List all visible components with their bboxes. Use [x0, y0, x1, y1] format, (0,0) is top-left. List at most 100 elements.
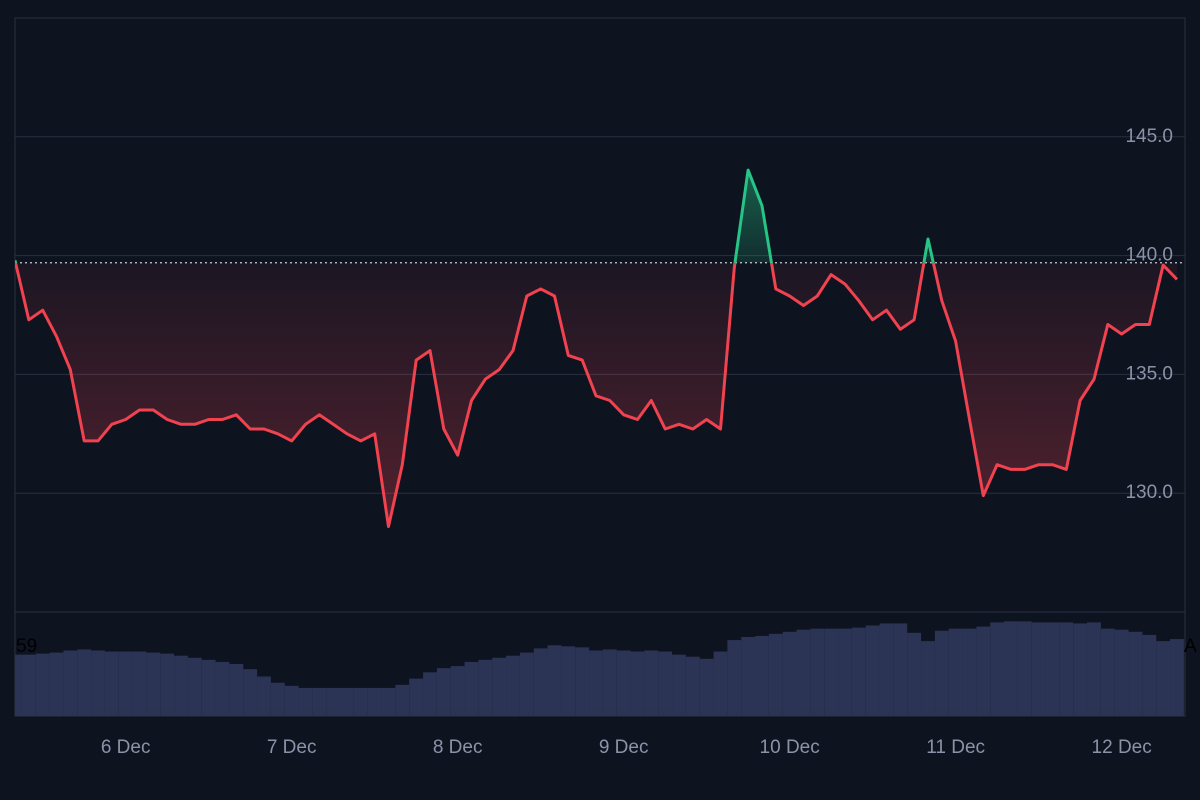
- volume-bar: [270, 682, 285, 716]
- line-below: [15, 262, 1179, 528]
- volume-bar: [644, 650, 659, 716]
- volume-bar: [561, 646, 576, 716]
- volume-bar: [49, 652, 64, 716]
- volume-bar: [146, 652, 161, 716]
- volume-bar: [1156, 641, 1171, 716]
- volume-bar: [1059, 622, 1074, 716]
- volume-bar: [118, 651, 133, 716]
- volume-bar: [685, 656, 700, 716]
- volume-bar: [616, 650, 631, 716]
- volume-bar: [990, 622, 1005, 716]
- volume-bar: [478, 659, 493, 716]
- area-above: [15, 170, 934, 263]
- volume-bar: [741, 636, 756, 716]
- volume-bar: [1170, 639, 1184, 716]
- volume-bar: [326, 687, 341, 716]
- volume-bar: [907, 632, 922, 716]
- volume-bar: [879, 623, 894, 716]
- volume-bar: [187, 657, 202, 716]
- volume-label: 59: [16, 636, 37, 657]
- volume-bar: [1004, 621, 1018, 716]
- volume-bar: [21, 654, 36, 716]
- volume-bar: [727, 640, 742, 716]
- volume-bar: [533, 648, 548, 716]
- x-tick-label: 8 Dec: [433, 737, 483, 758]
- volume-bar: [547, 645, 562, 716]
- volume-bar: [934, 630, 949, 716]
- volume-bar: [575, 647, 590, 716]
- volume-bar: [450, 666, 465, 716]
- volume-bar: [63, 650, 78, 716]
- volume-bar: [713, 651, 728, 716]
- volume-bar: [409, 678, 424, 716]
- volume-bar: [353, 687, 368, 716]
- volume-bar: [699, 658, 714, 716]
- volume-bar: [865, 625, 880, 716]
- volume-bar: [312, 687, 327, 716]
- volume-bar: [824, 628, 839, 716]
- volume-bar: [1142, 634, 1157, 716]
- volume-bar: [132, 651, 147, 716]
- volume-bar: [1114, 629, 1129, 716]
- volume-bar: [436, 668, 451, 716]
- volume-bar: [243, 669, 258, 716]
- volume-bar: [506, 655, 520, 716]
- volume-bar: [976, 626, 991, 716]
- volume-bar: [658, 651, 673, 716]
- y-tick-label: 135.0: [1125, 363, 1173, 384]
- volume-bar: [1128, 631, 1143, 716]
- y-tick-label: 140.0: [1125, 245, 1173, 266]
- volume-bar: [519, 652, 534, 716]
- volume-bar: [174, 655, 188, 716]
- volume-bar: [796, 629, 811, 716]
- volume-bar: [381, 687, 396, 716]
- volume-bar: [921, 641, 935, 716]
- volume-bar: [77, 649, 92, 716]
- volume-bar: [1017, 621, 1032, 716]
- volume-bar: [755, 635, 769, 716]
- volume-bar: [492, 657, 507, 716]
- x-tick-label: 11 Dec: [926, 737, 985, 758]
- volume-bar: [782, 631, 797, 716]
- volume-bar: [104, 651, 119, 716]
- volume-bar: [630, 651, 645, 716]
- y-tick-label: 130.0: [1125, 482, 1173, 503]
- volume-bar: [464, 661, 479, 716]
- volume-bar: [948, 628, 963, 716]
- volume-bar: [423, 672, 437, 716]
- volume-bar: [257, 676, 271, 716]
- volume-bar: [893, 623, 908, 716]
- volume-bar: [1031, 622, 1046, 716]
- volume-bar: [160, 653, 175, 716]
- volume-bar: [768, 633, 783, 716]
- volume-bar: [851, 627, 866, 716]
- area-below: [15, 262, 1177, 527]
- y-tick-label: 145.0: [1125, 126, 1173, 147]
- volume-bar: [201, 659, 216, 716]
- volume-bar: [1100, 628, 1115, 716]
- volume-bar: [367, 687, 382, 716]
- volume-bar: [1045, 622, 1060, 716]
- volume-bar: [229, 664, 244, 716]
- volume-bar: [962, 628, 977, 716]
- volume-bar: [602, 649, 617, 716]
- volume-bar: [298, 687, 313, 716]
- cropped-label: A: [1184, 636, 1197, 657]
- volume-bar: [672, 654, 686, 716]
- x-tick-label: 6 Dec: [101, 737, 151, 758]
- volume-bar: [284, 685, 299, 716]
- x-tick-label: 9 Dec: [599, 737, 649, 758]
- volume-bar: [589, 650, 603, 716]
- volume-bar: [340, 687, 354, 716]
- volume-bar: [215, 661, 230, 716]
- x-tick-label: 12 Dec: [1092, 737, 1152, 758]
- volume-bar: [838, 628, 852, 716]
- volume-bar: [91, 650, 105, 716]
- volume-bar: [810, 628, 825, 716]
- volume-bar: [15, 654, 22, 716]
- volume-bar: [1073, 623, 1088, 716]
- plot-layer: [15, 168, 1185, 528]
- x-tick-label: 7 Dec: [267, 737, 317, 758]
